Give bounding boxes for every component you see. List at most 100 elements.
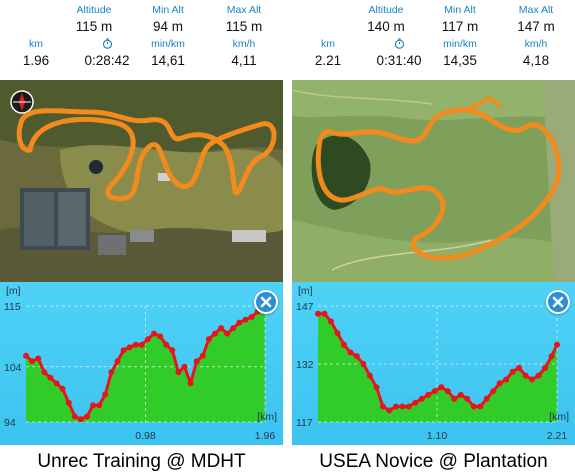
elevation-point [175,369,182,376]
min-alt-stat: Min Alt 117 m [426,4,494,35]
track-caption: USEA Novice @ Plantation [319,451,548,472]
elevation-point [29,358,36,365]
elevation-point [242,316,249,323]
track-caption: Unrec Training @ MDHT [37,451,246,472]
y-tick-label: 147 [296,301,314,313]
elevation-point [47,374,54,381]
elevation-point [444,388,451,395]
y-unit-label: [m] [6,285,21,297]
min-alt-value: 117 m [441,19,479,34]
elevation-point [464,395,471,402]
elevation-chart: [m] 115 104 94 [km] 0.98 1.96 [0,282,283,445]
elevation-area [26,306,265,422]
distance-value: 1.96 [22,53,50,68]
elevation-point [425,391,432,398]
x-unit-label: [km] [549,411,569,423]
elevation-point [328,318,334,325]
y-tick-label: 104 [4,362,22,374]
pace-value: 14,61 [151,53,185,68]
elevation-line [24,304,266,421]
pace-value: 14,35 [443,53,477,68]
y-tick-label: 132 [296,359,314,371]
elevation-point [248,314,255,320]
elevation-point [373,384,380,391]
pace-stat: min/km 14,61 [134,38,202,69]
elevation-point [212,330,218,337]
distance-label: km [29,38,43,50]
distance-label: km [321,38,335,50]
min-alt-label: Min Alt [444,4,476,16]
stopwatch-icon [102,38,113,49]
elevation-point [353,353,360,360]
elevation-point [412,399,419,406]
satellite-map[interactable] [292,80,575,282]
y-tick-label: 94 [4,417,16,429]
pace-label: min/km [151,38,185,50]
elevation-point [477,403,484,410]
close-chart-button[interactable] [254,290,278,314]
elevation-point [187,380,194,387]
y-tick-label: 115 [4,301,21,313]
distance-stat: km 2.21 [292,38,364,69]
elevation-point [224,330,231,337]
elevation-point [451,395,458,402]
elevation-point [77,416,84,423]
elevation-point [90,402,97,409]
elevation-point [53,380,60,387]
x-unit-label: [km] [257,411,277,423]
elevation-point [120,347,127,354]
elevation-point [230,325,237,332]
compass-icon[interactable] [10,90,34,114]
elevation-point [218,325,225,332]
elevation-point [548,353,555,360]
speed-value: 4,18 [522,53,550,68]
elevation-point [108,369,115,376]
elevation-point [71,413,78,420]
elevation-point [457,391,464,398]
elevation-point [193,358,200,365]
x-tick-label: 1.10 [427,430,448,442]
elevation-point [321,310,328,317]
elevation-point [399,403,406,410]
elevation-point [84,413,90,420]
elevation-point [181,363,188,370]
elevation-point [59,385,66,392]
elevation-point [35,355,42,362]
speed-label: km/h [524,38,548,50]
min-alt-stat: Min Alt 94 m [134,4,202,35]
max-alt-stat: Max Alt 115 m [210,4,278,35]
track-panel-right: Altitude 140 m Min Alt 117 m Max Alt 147… [292,0,575,475]
pace-label: min/km [443,38,477,50]
max-alt-label: Max Alt [226,4,262,16]
duration-value: 0:31:40 [376,53,422,68]
elevation-point [522,372,529,379]
elevation-point [483,395,490,402]
altitude-stat: Altitude 140 m [339,4,433,35]
altitude-value: 140 m [367,19,405,34]
speed-stat: km/h 4,11 [210,38,278,69]
elevation-point [102,391,109,398]
distance-value: 2.21 [314,53,342,68]
elevation-point [360,361,367,367]
gps-track [315,107,562,261]
elevation-point [503,376,510,383]
close-chart-button[interactable] [546,290,570,314]
elevation-point [157,333,164,340]
x-tick-label: 2.21 [547,430,568,442]
elevation-point [529,376,536,383]
stats-header: Altitude 115 m Min Alt 94 m Max Alt 115 … [0,0,283,76]
elevation-point [554,341,560,348]
gps-track [16,108,277,201]
max-alt-value: 115 m [225,19,263,34]
elevation-point [96,402,103,409]
elevation-point [144,336,151,343]
satellite-map[interactable] [0,80,283,282]
altitude-label: Altitude [368,4,404,16]
elevation-point [392,403,399,410]
duration-value: 0:28:42 [84,53,130,68]
elevation-point [418,395,425,402]
speed-stat: km/h 4,18 [502,38,570,69]
elevation-point [334,330,341,337]
min-alt-label: Min Alt [152,4,184,16]
elevation-point [470,403,477,410]
